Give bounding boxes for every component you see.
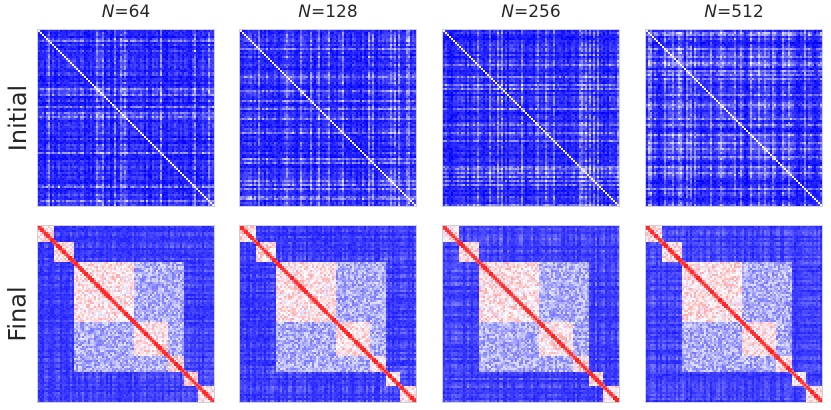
heatmap-initial-n512: [645, 29, 823, 207]
column-title-variable: N: [101, 2, 115, 22]
column-title-value: =512: [717, 2, 764, 22]
heatmap-canvas: [38, 30, 214, 206]
column-title-n64: N=64: [37, 2, 215, 22]
heatmap-final-n64: [37, 225, 215, 403]
column-title-value: =64: [114, 2, 151, 22]
heatmap-canvas: [38, 226, 214, 402]
column-title-value: =128: [311, 2, 358, 22]
row-label-final-text: Final: [4, 286, 32, 342]
row-label-initial: Initial: [0, 29, 36, 207]
column-title-n256: N=256: [442, 2, 620, 22]
column-title-variable: N: [501, 2, 514, 22]
heatmap-canvas: [646, 30, 822, 206]
column-title-value: =256: [514, 2, 561, 22]
heatmap-canvas: [443, 30, 619, 206]
row-label-final: Final: [0, 225, 36, 403]
heatmap-final-n256: [442, 225, 620, 403]
column-title-variable: N: [704, 2, 717, 22]
column-title-n128: N=128: [239, 2, 417, 22]
heatmap-canvas: [240, 226, 416, 402]
heatmap-canvas: [240, 30, 416, 206]
heatmap-final-n512: [645, 225, 823, 403]
heatmap-canvas: [646, 226, 822, 402]
column-title-variable: N: [298, 2, 311, 22]
heatmap-initial-n256: [442, 29, 620, 207]
heatmap-final-n128: [239, 225, 417, 403]
heatmap-initial-n128: [239, 29, 417, 207]
heatmap-initial-n64: [37, 29, 215, 207]
heatmap-canvas: [443, 226, 619, 402]
column-title-n512: N=512: [645, 2, 823, 22]
row-label-initial-text: Initial: [4, 84, 33, 152]
